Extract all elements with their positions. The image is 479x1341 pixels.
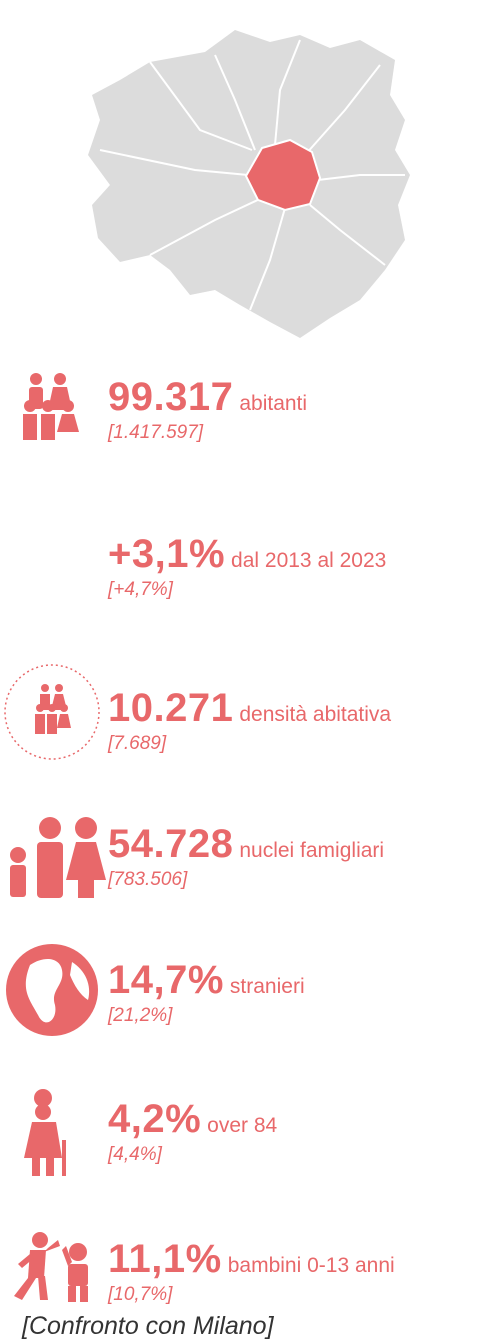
stat-row: 54.728 nuclei famigliari [783.506] [108, 822, 384, 891]
stat-label: nuclei famigliari [239, 839, 385, 862]
stat-line: 10.271 densità abitativa [108, 686, 391, 731]
stat-value: 99.317 [108, 375, 234, 419]
stat-line: 54.728 nuclei famigliari [108, 822, 384, 867]
stat-label: over 84 [207, 1114, 278, 1137]
stat-value: 11,1% [108, 1237, 222, 1281]
stat-value: 14,7% [108, 958, 224, 1002]
footer-note: [Confronto con Milano] [22, 1312, 274, 1340]
stat-value: 54.728 [108, 822, 234, 866]
stat-label: densità abitativa [239, 703, 392, 726]
icon-globe [6, 944, 98, 1036]
icon-elderly [24, 1089, 66, 1176]
stat-row: 10.271 densità abitativa [7.689] [108, 686, 391, 755]
stat-line: +3,1% dal 2013 al 2023 [108, 532, 386, 577]
stat-comparison: [10,7%] [108, 1284, 173, 1305]
stat-label: abitanti [239, 392, 308, 415]
icon-family [10, 817, 106, 898]
stat-comparison: [21,2%] [108, 1005, 173, 1026]
stat-comparison: [4,4%] [108, 1144, 162, 1165]
stat-value: +3,1% [108, 532, 226, 576]
stat-label: dal 2013 al 2023 [231, 549, 387, 572]
stat-line: 14,7% stranieri [108, 958, 305, 1003]
stat-line: 99.317 abitanti [108, 375, 307, 420]
map [88, 30, 410, 338]
stat-row: 14,7% stranieri [21,2%] [108, 958, 305, 1027]
stat-comparison: [+4,7%] [108, 579, 173, 600]
stat-line: 11,1% bambini 0-13 anni [108, 1237, 395, 1282]
stat-row: +3,1% dal 2013 al 2023 [+4,7%] [108, 532, 386, 601]
stat-row: 4,2% over 84 [4,4%] [108, 1097, 277, 1166]
stat-row: 99.317 abitanti [1.417.597] [108, 375, 307, 444]
stat-comparison: [1.417.597] [108, 422, 204, 443]
stat-value: 4,2% [108, 1097, 202, 1141]
stat-row: 11,1% bambini 0-13 anni [10,7%] [108, 1237, 395, 1306]
stat-line: 4,2% over 84 [108, 1097, 277, 1142]
stat-comparison: [7.689] [108, 733, 167, 754]
icon-people [23, 373, 79, 440]
icon-density [4, 664, 100, 760]
stat-comparison: [783.506] [108, 869, 188, 890]
stat-label: bambini 0-13 anni [227, 1254, 395, 1277]
icon-children [14, 1232, 88, 1302]
stat-label: stranieri [229, 975, 305, 998]
stat-value: 10.271 [108, 686, 234, 730]
